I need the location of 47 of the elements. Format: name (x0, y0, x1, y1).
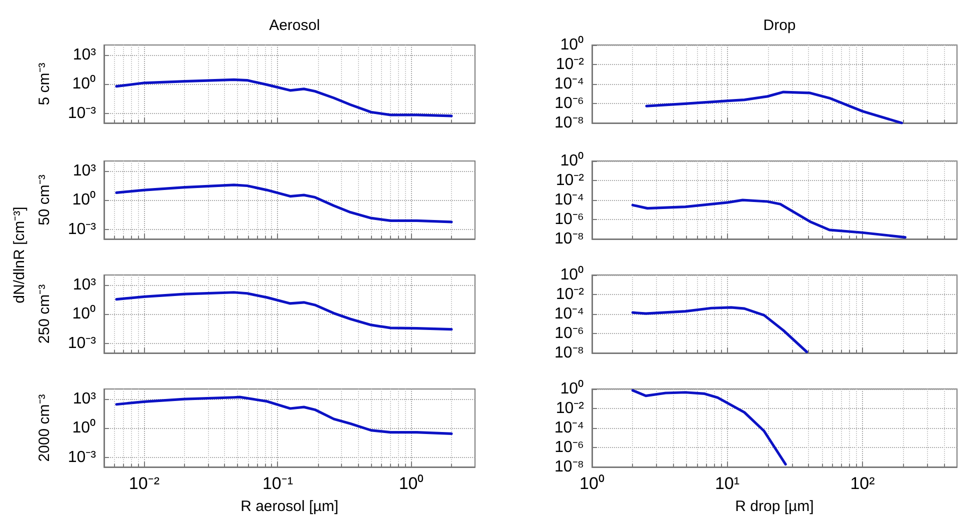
y-tick-label: 10³ (72, 46, 97, 64)
y-tick-label: 10⁰ (560, 266, 584, 284)
x-tick-label: 10⁰ (580, 474, 604, 493)
chart-title: Aerosol (269, 17, 320, 34)
y-tick-label: 10⁻⁸ (554, 230, 584, 248)
y-tick-label: 10⁻³ (68, 220, 97, 238)
y-tick-label: 10⁻⁶ (554, 325, 584, 342)
y-tick-label: 10⁻² (556, 56, 585, 73)
x-axis-title: R drop [µm] (735, 498, 814, 515)
y-tick-label: 10⁰ (560, 152, 584, 170)
y-tick-label: 10⁰ (72, 418, 96, 436)
y-tick-label: 10⁻³ (68, 448, 97, 466)
y-tick-label: 10⁻³ (68, 104, 97, 122)
y-tick-label: 10⁻³ (68, 334, 97, 352)
y-tick-label: 10⁰ (560, 36, 584, 54)
x-tick-label: 10¹ (714, 474, 740, 493)
y-tick-label: 10⁻⁶ (554, 211, 584, 228)
y-tick-label: 10⁻⁴ (554, 192, 584, 208)
y-tick-label: 10⁻² (556, 286, 585, 303)
chart-title: Drop (763, 17, 796, 34)
y-axis-title: 5 cm⁻³ (36, 62, 53, 106)
y-axis-title: 50 cm⁻³ (36, 174, 53, 226)
y-tick-label: 10⁻⁶ (554, 439, 584, 456)
x-tick-label: 10² (850, 474, 876, 493)
x-tick-label: 10⁻¹ (262, 474, 294, 493)
y-tick-label: 10⁻⁸ (554, 458, 584, 476)
y-tick-label: 10⁰ (72, 190, 96, 208)
y-tick-label: 10⁻⁸ (554, 114, 584, 132)
y-axis-title: 250 cm⁻³ (36, 284, 53, 344)
y-tick-label: 10³ (72, 276, 97, 294)
y-tick-label: 10⁻⁴ (554, 76, 584, 92)
y-tick-label: 10³ (72, 162, 97, 180)
y-axis-title: 2000 cm⁻³ (36, 394, 53, 462)
y-tick-label: 10⁻² (556, 172, 585, 189)
x-tick-label: 10⁻² (128, 474, 160, 493)
x-tick-label: 10⁰ (398, 474, 424, 493)
x-axis-title: R aerosol [µm] (240, 498, 338, 515)
y-tick-label: 10³ (72, 390, 97, 408)
y-tick-label: 10⁻⁴ (554, 306, 584, 322)
y-tick-label: 10⁻⁶ (554, 95, 584, 112)
text: dN/dlnR [cm⁻³] (10, 206, 28, 304)
y-tick-label: 10⁰ (560, 380, 584, 398)
y-tick-label: 10⁻² (556, 400, 585, 417)
y-tick-label: 10⁻⁴ (554, 420, 584, 436)
y-tick-label: 10⁻⁸ (554, 344, 584, 362)
y-tick-label: 10⁰ (72, 304, 96, 322)
y-tick-label: 10⁰ (72, 74, 96, 92)
